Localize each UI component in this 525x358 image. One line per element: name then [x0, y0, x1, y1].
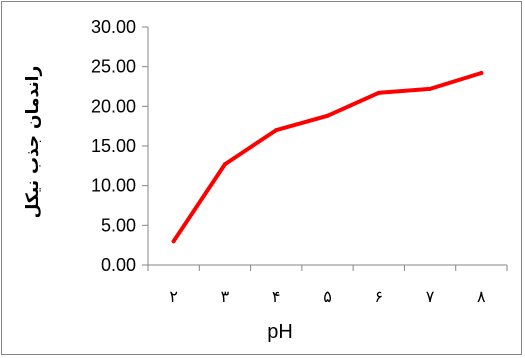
y-axis-title: راندمان جذب نیکل [23, 66, 43, 219]
y-tick-label: 25.00 [91, 57, 136, 77]
data-point [222, 162, 227, 167]
y-tick-label: 15.00 [91, 136, 136, 156]
y-tick-label: 30.00 [91, 17, 136, 37]
y-tick-label: 5.00 [101, 215, 136, 235]
x-axis-title: pH [267, 321, 293, 343]
data-point [325, 113, 330, 118]
series-layer [171, 71, 484, 244]
x-tick-label: ۳ [221, 287, 230, 306]
data-point [428, 86, 433, 91]
data-point [479, 71, 484, 76]
x-tick-label: ۵ [323, 287, 332, 306]
x-tick-label: ۸ [477, 287, 486, 306]
y-axis: 0.00 5.00 10.00 15.00 20.00 25.00 30.00 [91, 17, 149, 275]
series-line [171, 71, 484, 244]
y-tick-label: 10.00 [91, 176, 136, 196]
x-tick-label: ۷ [426, 287, 435, 306]
x-tick-label: ۲ [169, 287, 178, 306]
x-axis: ۲ ۳ ۴ ۵ ۶ ۷ ۸ [147, 264, 508, 306]
data-point [274, 128, 279, 133]
x-tick-label: ۴ [272, 287, 281, 306]
x-tick-label: ۶ [374, 287, 383, 306]
y-tick-label: 0.00 [101, 255, 136, 275]
data-point [171, 239, 176, 244]
y-tick-label: 20.00 [91, 96, 136, 116]
data-point [376, 90, 381, 95]
